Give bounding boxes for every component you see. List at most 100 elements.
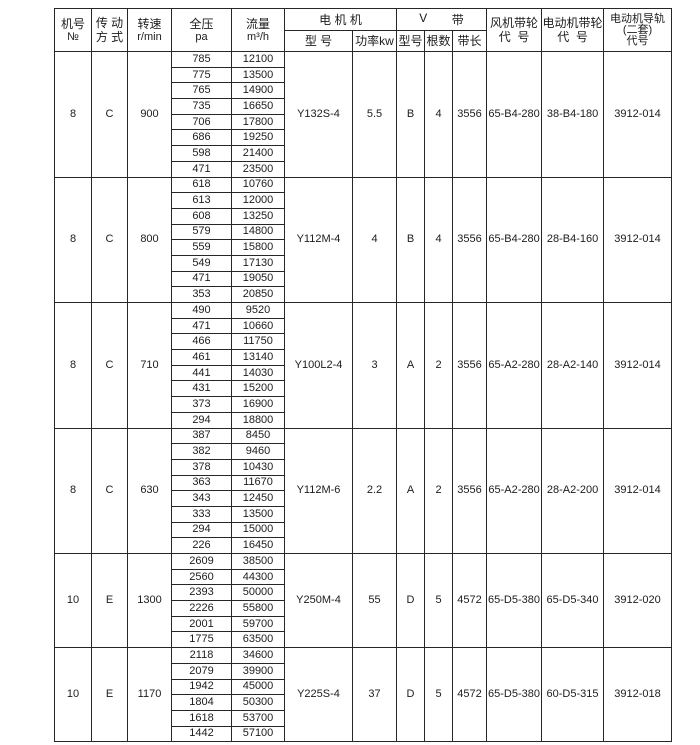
motor-group-label: 电 机 机 xyxy=(319,12,362,27)
speed-cell: 630 xyxy=(127,427,172,554)
flow-cell: 45000 xyxy=(231,678,285,696)
motor-pulley-cell: 28-B4-160 xyxy=(541,176,605,303)
flow-cell: 12450 xyxy=(231,490,285,507)
col-header-pressure: 全压 pa xyxy=(171,8,232,52)
table-row: 226 16450 xyxy=(55,537,672,554)
flow-cell: 16650 xyxy=(231,98,285,115)
pressure-cell: 686 xyxy=(171,129,232,147)
pressure-cell: 431 xyxy=(171,380,232,398)
table-row: 579 14800 xyxy=(55,223,672,241)
motor-pulley-cell: 65-D5-340 xyxy=(541,552,605,649)
table-row: 10 E 1170 2118 34600 Y225S-4 37 D 5 4572… xyxy=(54,647,673,743)
speed-label: 转速 xyxy=(137,16,162,31)
fan-pulley-cell: 65-A2-280 xyxy=(486,427,543,554)
pressure-cell: 2118 xyxy=(171,647,232,664)
header-row-2: 型 号 功率kw 型号 根数 带长 xyxy=(55,30,672,52)
col-header-motor-rail: 电动机导轨 (二套) 代号 xyxy=(603,8,673,52)
flow-cell: 17130 xyxy=(231,254,285,272)
pressure-cell: 765 xyxy=(171,82,232,100)
speed-cell: 1300 xyxy=(127,552,172,649)
flow-cell: 50000 xyxy=(231,584,285,602)
drive-cell: E xyxy=(91,552,128,649)
flow-cell: 13500 xyxy=(231,505,285,523)
motor-rail-cell: 3912-014 xyxy=(603,51,673,178)
pressure-cell: 2079 xyxy=(171,662,232,680)
pressure-cell: 461 xyxy=(171,349,232,366)
col-header-belt-count: 根数 xyxy=(424,30,454,52)
pressure-cell: 2393 xyxy=(171,584,232,602)
motor-power-cell: 4 xyxy=(351,176,398,303)
table-row: 8 C 710 490 9520 Y100L2-4 3 A 2 3556 65-… xyxy=(54,302,673,429)
belt-count-cell: 4 xyxy=(424,51,454,178)
flow-cell: 15200 xyxy=(231,380,285,398)
flow-cell: 11750 xyxy=(231,333,285,351)
table-row: 8 C 630 387 8450 Y112M-6 2.2 A 2 3556 65… xyxy=(54,427,673,554)
flow-cell: 13250 xyxy=(231,207,285,225)
motor-model-cell: Y100L2-4 xyxy=(284,302,353,429)
col-header-motor-pulley: 电动机带轮代 号 xyxy=(541,8,605,52)
flow-cell: 59700 xyxy=(231,615,285,633)
speed-cell: 1170 xyxy=(127,647,172,743)
machine-no-cell: 10 xyxy=(54,552,92,649)
table-row: 431 15200 xyxy=(55,380,672,398)
table-row: 598 21400 xyxy=(55,145,672,162)
flow-cell: 14030 xyxy=(231,364,285,382)
flow-cell: 15000 xyxy=(231,521,285,539)
table-row: 373 16900 xyxy=(55,396,672,413)
pressure-cell: 441 xyxy=(171,364,232,382)
motor-pulley-cell: 38-B4-180 xyxy=(541,51,605,178)
table-row: 765 14900 xyxy=(55,82,672,100)
pressure-cell: 706 xyxy=(171,113,232,131)
flow-cell: 21400 xyxy=(231,145,285,162)
pressure-cell: 1775 xyxy=(171,631,232,649)
motor-model-cell: Y250M-4 xyxy=(284,552,353,649)
pressure-cell: 549 xyxy=(171,254,232,272)
motor-pulley-cell: 28-A2-140 xyxy=(541,302,605,429)
table-row: 378 10430 xyxy=(55,458,672,476)
motor-pulley-cell: 60-D5-315 xyxy=(541,647,605,743)
table-row: 2079 39900 xyxy=(55,662,672,680)
fan-pulley-cell: 65-D5-380 xyxy=(486,647,543,743)
table-row: 294 18800 xyxy=(55,411,672,429)
flow-cell: 57100 xyxy=(231,725,285,743)
col-header-flow: 流量 m³/h xyxy=(231,8,285,52)
motor-pulley-label-2: 代 号 xyxy=(557,30,588,44)
machine-no-label: 机号 xyxy=(60,16,85,31)
pressure-cell: 2226 xyxy=(171,600,232,617)
speed-unit: r/min xyxy=(137,30,162,43)
pressure-cell: 598 xyxy=(171,145,232,162)
belt-length-cell: 3556 xyxy=(452,176,488,303)
motor-model-cell: Y225S-4 xyxy=(284,647,353,743)
speed-cell: 710 xyxy=(127,302,172,429)
fan-pulley-label: 风机带轮 xyxy=(490,16,539,30)
table-row: 471 10660 xyxy=(55,317,672,335)
table-row: 363 11670 xyxy=(55,474,672,492)
drive-cell: E xyxy=(91,647,128,743)
pressure-cell: 559 xyxy=(171,239,232,256)
table-row: 353 20850 xyxy=(55,286,672,303)
pressure-cell: 382 xyxy=(171,443,232,460)
motor-pulley-label: 电动机带轮 xyxy=(542,16,603,30)
pressure-cell: 490 xyxy=(171,302,232,319)
flow-cell: 18800 xyxy=(231,411,285,429)
motor-rail-cell: 3912-014 xyxy=(603,427,673,554)
motor-power-cell: 3 xyxy=(351,302,398,429)
belt-model-cell: D xyxy=(396,552,426,649)
speed-cell: 900 xyxy=(127,51,172,178)
table-row: 613 12000 xyxy=(55,192,672,209)
pressure-cell: 226 xyxy=(171,537,232,554)
pressure-cell: 333 xyxy=(171,505,232,523)
pressure-cell: 2560 xyxy=(171,568,232,586)
motor-model-cell: Y112M-6 xyxy=(284,427,353,554)
pressure-cell: 471 xyxy=(171,160,232,178)
pressure-label: 全压 xyxy=(189,16,214,31)
table-row: 706 17800 xyxy=(55,113,672,131)
pressure-cell: 363 xyxy=(171,474,232,492)
flow-cell: 20850 xyxy=(231,286,285,303)
motor-rail-cell: 3912-020 xyxy=(603,552,673,649)
belt-model-cell: B xyxy=(396,176,426,303)
fan-pulley-cell: 65-D5-380 xyxy=(486,552,543,649)
flow-cell: 10660 xyxy=(231,317,285,335)
